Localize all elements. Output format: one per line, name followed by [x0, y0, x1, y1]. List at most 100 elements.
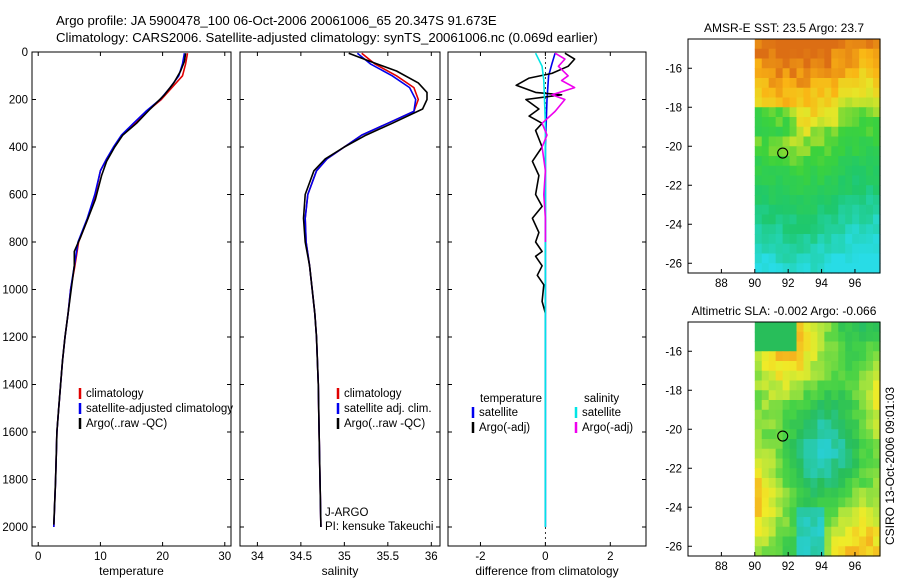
- heat-cell: [859, 97, 867, 108]
- heat-cell: [859, 322, 867, 333]
- heat-cell: [859, 370, 867, 382]
- y-tick-label: -22: [665, 180, 682, 192]
- heat-cell: [852, 195, 860, 206]
- heat-cell: [754, 507, 763, 518]
- heat-cell: [789, 468, 798, 479]
- heat-cell: [838, 107, 846, 118]
- heat-cell: [810, 458, 818, 469]
- heat-cell: [866, 156, 874, 167]
- heat-cell: [761, 361, 770, 372]
- heat-cell: [761, 390, 770, 401]
- heat-cell: [803, 243, 812, 255]
- heat-cell: [817, 487, 825, 499]
- heat-cell: [768, 136, 777, 147]
- heat-cell: [810, 370, 818, 382]
- plot-frame: [447, 51, 647, 547]
- heat-cell: [838, 331, 846, 343]
- heat-cell: [824, 253, 832, 264]
- heat-cell: [789, 68, 798, 79]
- heat-cell: [824, 429, 832, 440]
- heat-cell: [817, 390, 825, 401]
- heat-cell: [789, 175, 798, 186]
- heat-cell: [810, 78, 818, 89]
- heat-cell: [838, 224, 846, 235]
- heat-cell: [796, 546, 805, 557]
- heat-cell: [817, 204, 825, 216]
- x-tick-label: 10: [94, 551, 107, 563]
- heat-cell: [866, 526, 874, 538]
- heat-cell: [803, 546, 812, 557]
- heat-cell: [754, 331, 763, 343]
- heat-cell: [824, 243, 832, 255]
- heat-cell: [768, 175, 777, 186]
- heat-cell: [873, 97, 881, 108]
- heat-cell: [852, 175, 860, 186]
- heat-cell: [859, 400, 867, 411]
- heat-cell: [866, 39, 874, 50]
- heat-cell: [824, 458, 832, 469]
- heat-cell: [817, 126, 825, 138]
- heat-cell: [859, 361, 867, 372]
- heat-cell: [817, 263, 825, 274]
- heat-cell: [803, 351, 812, 362]
- heat-cell: [824, 224, 832, 235]
- heat-cell: [789, 419, 798, 430]
- heat-cell: [782, 458, 791, 469]
- heat-cell: [803, 117, 812, 128]
- heat-cell: [866, 136, 874, 147]
- heat-cell: [859, 536, 867, 547]
- legend-title: temperature: [480, 393, 542, 405]
- heat-cell: [831, 136, 839, 147]
- heat-cell: [866, 536, 874, 547]
- heat-cell: [810, 117, 818, 128]
- heat-cell: [838, 146, 846, 157]
- heat-cell: [831, 156, 839, 167]
- heat-cell: [789, 478, 798, 489]
- x-tick-label: 0: [35, 551, 41, 563]
- heat-cell: [824, 448, 832, 460]
- heat-cell: [754, 361, 763, 372]
- heat-cell: [824, 185, 832, 196]
- heat-cell: [831, 409, 839, 421]
- heat-cell: [810, 185, 818, 196]
- heat-cell: [866, 253, 874, 264]
- heat-cell: [810, 204, 818, 216]
- heat-cell: [782, 175, 791, 186]
- heat-cell: [775, 185, 784, 196]
- heat-cell: [873, 126, 881, 138]
- heat-cell: [838, 87, 846, 99]
- legend-label: satellite-adjusted climatology: [86, 403, 233, 415]
- heat-cell: [768, 156, 777, 167]
- heat-cell: [845, 419, 853, 430]
- heat-cell: [831, 497, 839, 508]
- heat-cell: [845, 58, 853, 69]
- heat-cell: [810, 361, 818, 372]
- x-tick-label: 34: [251, 551, 264, 563]
- title-line-1: Argo profile: JA 5900478_100 06-Oct-2006…: [56, 13, 497, 28]
- x-tick-label: 88: [715, 278, 728, 290]
- legend-label: satellite: [582, 407, 621, 419]
- heat-cell: [873, 468, 881, 479]
- heat-cell: [859, 419, 867, 430]
- heat-cell: [824, 331, 832, 343]
- heat-cell: [831, 204, 839, 216]
- heat-cell: [782, 165, 791, 177]
- heat-cell: [873, 419, 881, 430]
- heat-cell: [754, 429, 763, 440]
- heat-cell: [782, 322, 791, 333]
- salinity-panel: 34 34.5 35 35.5 36 salinity climatology satelli…: [239, 51, 441, 578]
- heat-cell: [866, 234, 874, 245]
- heat-cell: [782, 136, 791, 147]
- heat-cell: [824, 214, 832, 225]
- x-tick-label: 92: [782, 278, 795, 290]
- heat-cell: [873, 429, 881, 440]
- heat-cell: [817, 156, 825, 167]
- credit-text: CSIRO 13-Oct-2006 09:01:03: [883, 387, 897, 545]
- heat-cell: [838, 526, 846, 538]
- x-tick-label: 35: [338, 551, 351, 563]
- heat-cell: [782, 78, 791, 89]
- heat-cell: [754, 48, 763, 60]
- heat-cell: [761, 517, 770, 528]
- heat-cell: [761, 68, 770, 79]
